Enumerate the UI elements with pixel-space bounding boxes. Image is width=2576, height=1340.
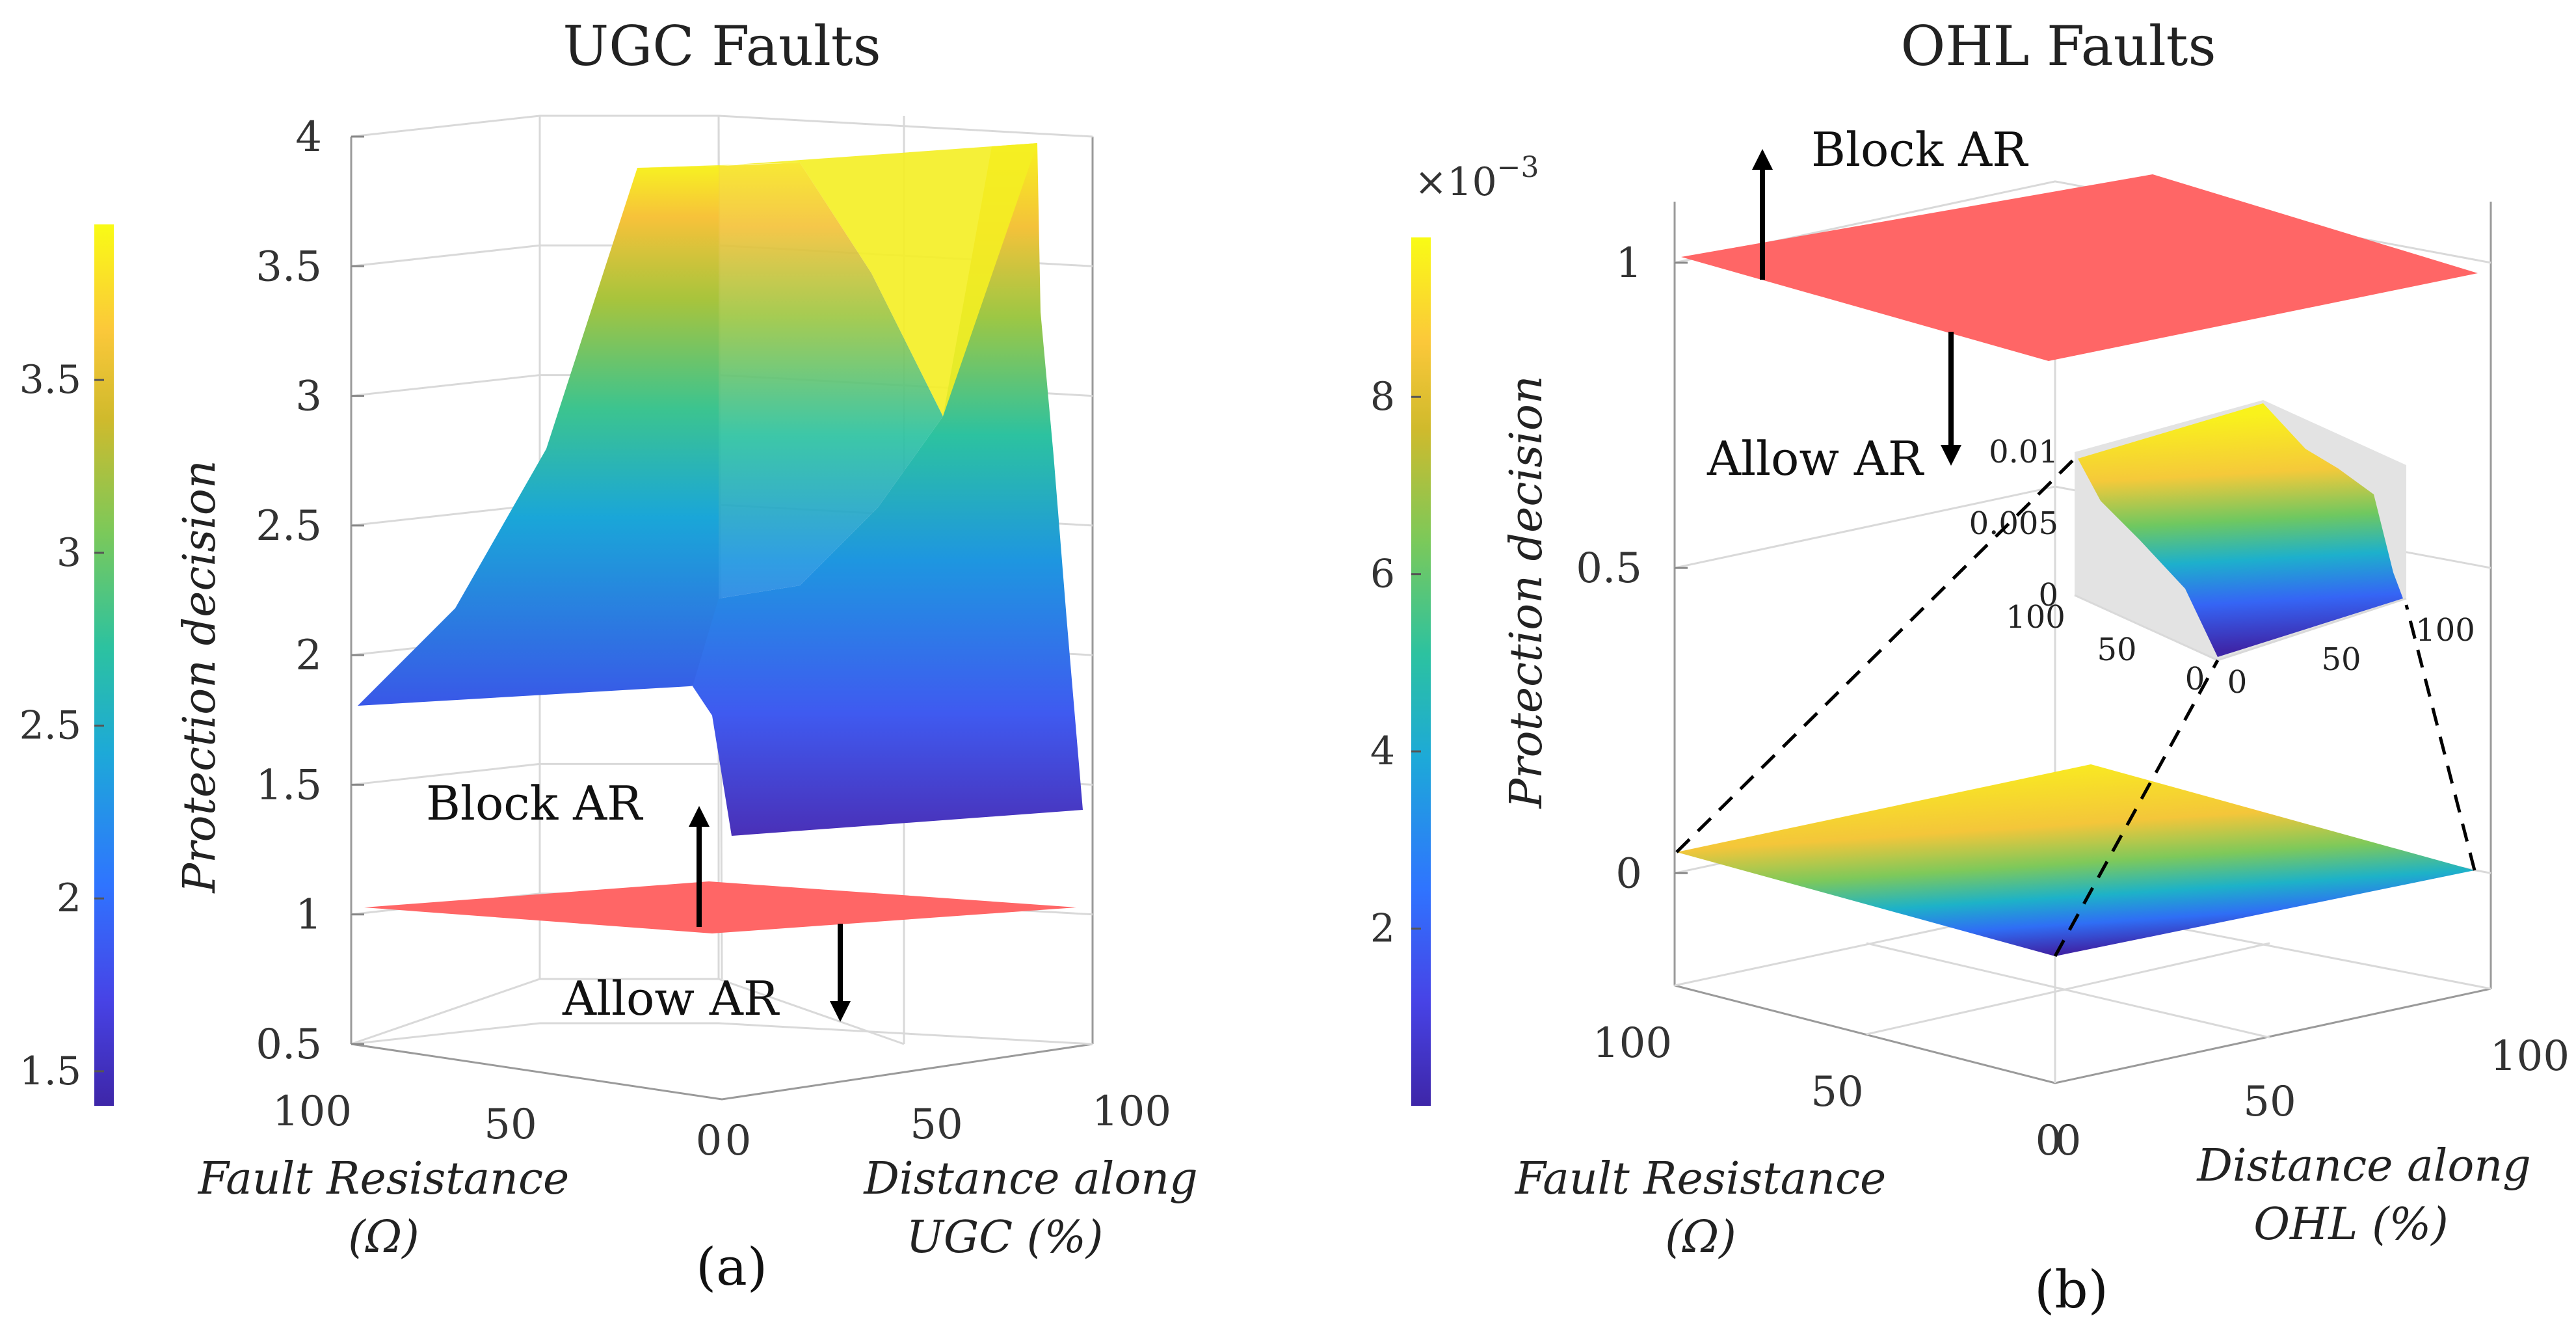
y-tick-label-b: 0 bbox=[2055, 1117, 2082, 1165]
x-axis-label-a-line2: (Ω) bbox=[348, 1212, 419, 1263]
colorbar-a-label: 3.5 bbox=[20, 357, 81, 403]
colorbar-b-label: 4 bbox=[1370, 729, 1395, 774]
ugc-surface-fold bbox=[719, 163, 943, 598]
colorbar-a: 3.5 3 2.5 2 1.5 bbox=[20, 224, 114, 1106]
threshold-plane-a bbox=[364, 881, 1076, 933]
colorbar-b-label: 2 bbox=[1370, 906, 1395, 952]
panel-a-title: UGC Faults bbox=[563, 14, 881, 78]
zoom-line-2 bbox=[2053, 659, 2220, 958]
block-ar-label-a: Block AR bbox=[426, 776, 643, 831]
inset-z-tick-label: 0.01 bbox=[1989, 434, 2058, 470]
inset-y-tick-label: 100 bbox=[2415, 612, 2475, 649]
colorbar-a-label: 2 bbox=[57, 876, 81, 921]
colorbar-a-bar bbox=[94, 224, 114, 1106]
colorbar-b-label: 8 bbox=[1370, 374, 1395, 420]
colorbar-a-label: 2.5 bbox=[20, 703, 81, 748]
ugc-surface-right bbox=[693, 143, 1083, 836]
inset-y-tick-label: 50 bbox=[2321, 641, 2361, 678]
x-axis-label-a-line1: Fault Resistance bbox=[197, 1153, 570, 1205]
inset-surface bbox=[2078, 403, 2403, 657]
panel-b: OHL Faults ×10−3 8 6 4 2 0.01 0.005 0 1 bbox=[1370, 14, 2569, 1320]
inset-y-tick-label: 0 bbox=[2227, 664, 2248, 701]
zoom-line-1 bbox=[1675, 457, 2076, 853]
z-tick-label-a: 1 bbox=[295, 891, 322, 939]
z-tick-label-a: 1.5 bbox=[256, 761, 322, 809]
x-axis-label-b-line1: Fault Resistance bbox=[1514, 1153, 1887, 1205]
colorbar-b-label: 6 bbox=[1370, 552, 1395, 597]
colorbar-a-label: 1.5 bbox=[20, 1049, 81, 1094]
y-axis-label-b-line2: OHL (%) bbox=[2253, 1199, 2449, 1250]
panel-a-label: (a) bbox=[696, 1237, 767, 1297]
inset-x-tick-label: 50 bbox=[2097, 632, 2136, 668]
ugc-surface-top bbox=[637, 143, 1037, 416]
y-tick-label-a: 50 bbox=[910, 1101, 963, 1149]
threshold-plane-b bbox=[1681, 174, 2478, 361]
z-tick-label-a: 2 bbox=[295, 632, 322, 680]
y-tick-label-b: 50 bbox=[2243, 1078, 2296, 1126]
x-tick-label-b: 100 bbox=[1593, 1019, 1672, 1067]
z-tick-label-a: 2.5 bbox=[256, 502, 322, 550]
z-tick-label-b: 0.5 bbox=[1576, 544, 1642, 593]
y-tick-label-b: 100 bbox=[2490, 1032, 2569, 1080]
z-tick-label-a: 3 bbox=[295, 373, 322, 421]
ohl-surface bbox=[1677, 764, 2475, 956]
ugc-surface-left bbox=[358, 166, 719, 706]
inset-z-tick-label: 0.005 bbox=[1969, 505, 2058, 542]
inset-z-tick-label: 0 bbox=[2038, 577, 2058, 613]
y-axis-label-a-line2: UGC (%) bbox=[907, 1212, 1104, 1263]
ugc-surface bbox=[358, 143, 1083, 836]
allow-ar-label-b: Allow AR bbox=[1706, 431, 1924, 486]
x-tick-label-a: 100 bbox=[272, 1088, 352, 1136]
y-axis-label-a-line1: Distance along bbox=[862, 1153, 1197, 1205]
panel-b-label: (b) bbox=[2034, 1259, 2108, 1320]
z-tick-label-b: 0 bbox=[1615, 850, 1642, 898]
y-axis-label-b-line1: Distance along bbox=[2196, 1140, 2530, 1192]
z-gridline-a bbox=[351, 1022, 1093, 1045]
allow-ar-label-a: Allow AR bbox=[562, 971, 780, 1026]
colorbar-b: ×10−3 8 6 4 2 bbox=[1370, 151, 1539, 1106]
z-tick-label-a: 3.5 bbox=[256, 243, 322, 291]
zoom-line-3 bbox=[2404, 604, 2476, 871]
z-gridline-a bbox=[351, 114, 1093, 138]
colorbar-b-multiplier: ×10−3 bbox=[1414, 151, 1539, 205]
inset-x-tick-label: 100 bbox=[2006, 599, 2065, 636]
block-ar-label-b: Block AR bbox=[1811, 122, 2028, 177]
z-axis-label-a: Protection decision bbox=[174, 460, 226, 894]
y-tick-label-a: 100 bbox=[1092, 1088, 1171, 1136]
colorbar-a-label: 3 bbox=[57, 530, 81, 576]
colorbar-b-bar bbox=[1411, 237, 1431, 1106]
panel-b-title: OHL Faults bbox=[1900, 14, 2216, 78]
panel-a: UGC Faults 3.5 3 2.5 2 1.5 bbox=[20, 14, 1198, 1297]
z-tick-label-a: 0.5 bbox=[256, 1021, 322, 1069]
x-tick-label-b: 50 bbox=[1811, 1068, 1863, 1116]
z-tick-label-a: 4 bbox=[295, 113, 322, 161]
y-tick-label-a: 0 bbox=[725, 1117, 752, 1165]
x-tick-label-a: 0 bbox=[696, 1117, 723, 1165]
x-tick-label-b: 0 bbox=[2036, 1117, 2062, 1165]
x-axis-label-b-line2: (Ω) bbox=[1665, 1212, 1736, 1263]
z-axis-label-b: Protection decision bbox=[1501, 375, 1552, 809]
z-tick-label-b: 1 bbox=[1615, 239, 1642, 288]
x-tick-label-a: 50 bbox=[484, 1101, 537, 1149]
